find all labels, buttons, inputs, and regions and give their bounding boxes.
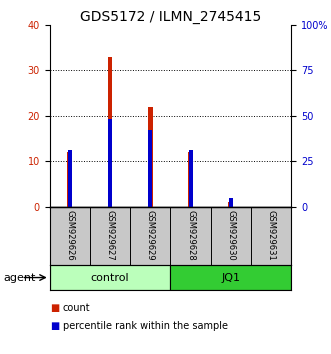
- Text: GSM929630: GSM929630: [226, 210, 235, 261]
- Text: JQ1: JQ1: [221, 273, 240, 282]
- Text: count: count: [63, 303, 90, 313]
- Bar: [108, 119, 112, 207]
- Bar: [68, 152, 72, 207]
- Bar: [189, 150, 193, 207]
- Text: ■: ■: [50, 321, 59, 331]
- Bar: [50, 265, 170, 290]
- Bar: [148, 107, 153, 207]
- Bar: [68, 150, 72, 207]
- Text: GSM929626: GSM929626: [65, 210, 74, 261]
- Text: percentile rank within the sample: percentile rank within the sample: [63, 321, 228, 331]
- Text: control: control: [91, 273, 129, 282]
- Text: GSM929631: GSM929631: [267, 210, 276, 261]
- Bar: [188, 152, 193, 207]
- Title: GDS5172 / ILMN_2745415: GDS5172 / ILMN_2745415: [80, 10, 261, 24]
- Bar: [229, 198, 233, 207]
- Text: agent: agent: [3, 273, 36, 282]
- Text: GSM929629: GSM929629: [146, 210, 155, 261]
- Bar: [108, 57, 113, 207]
- Text: GSM929628: GSM929628: [186, 210, 195, 261]
- Bar: [170, 265, 291, 290]
- Text: GSM929627: GSM929627: [106, 210, 115, 261]
- Bar: [148, 130, 152, 207]
- Bar: [228, 202, 233, 207]
- Text: ■: ■: [50, 303, 59, 313]
